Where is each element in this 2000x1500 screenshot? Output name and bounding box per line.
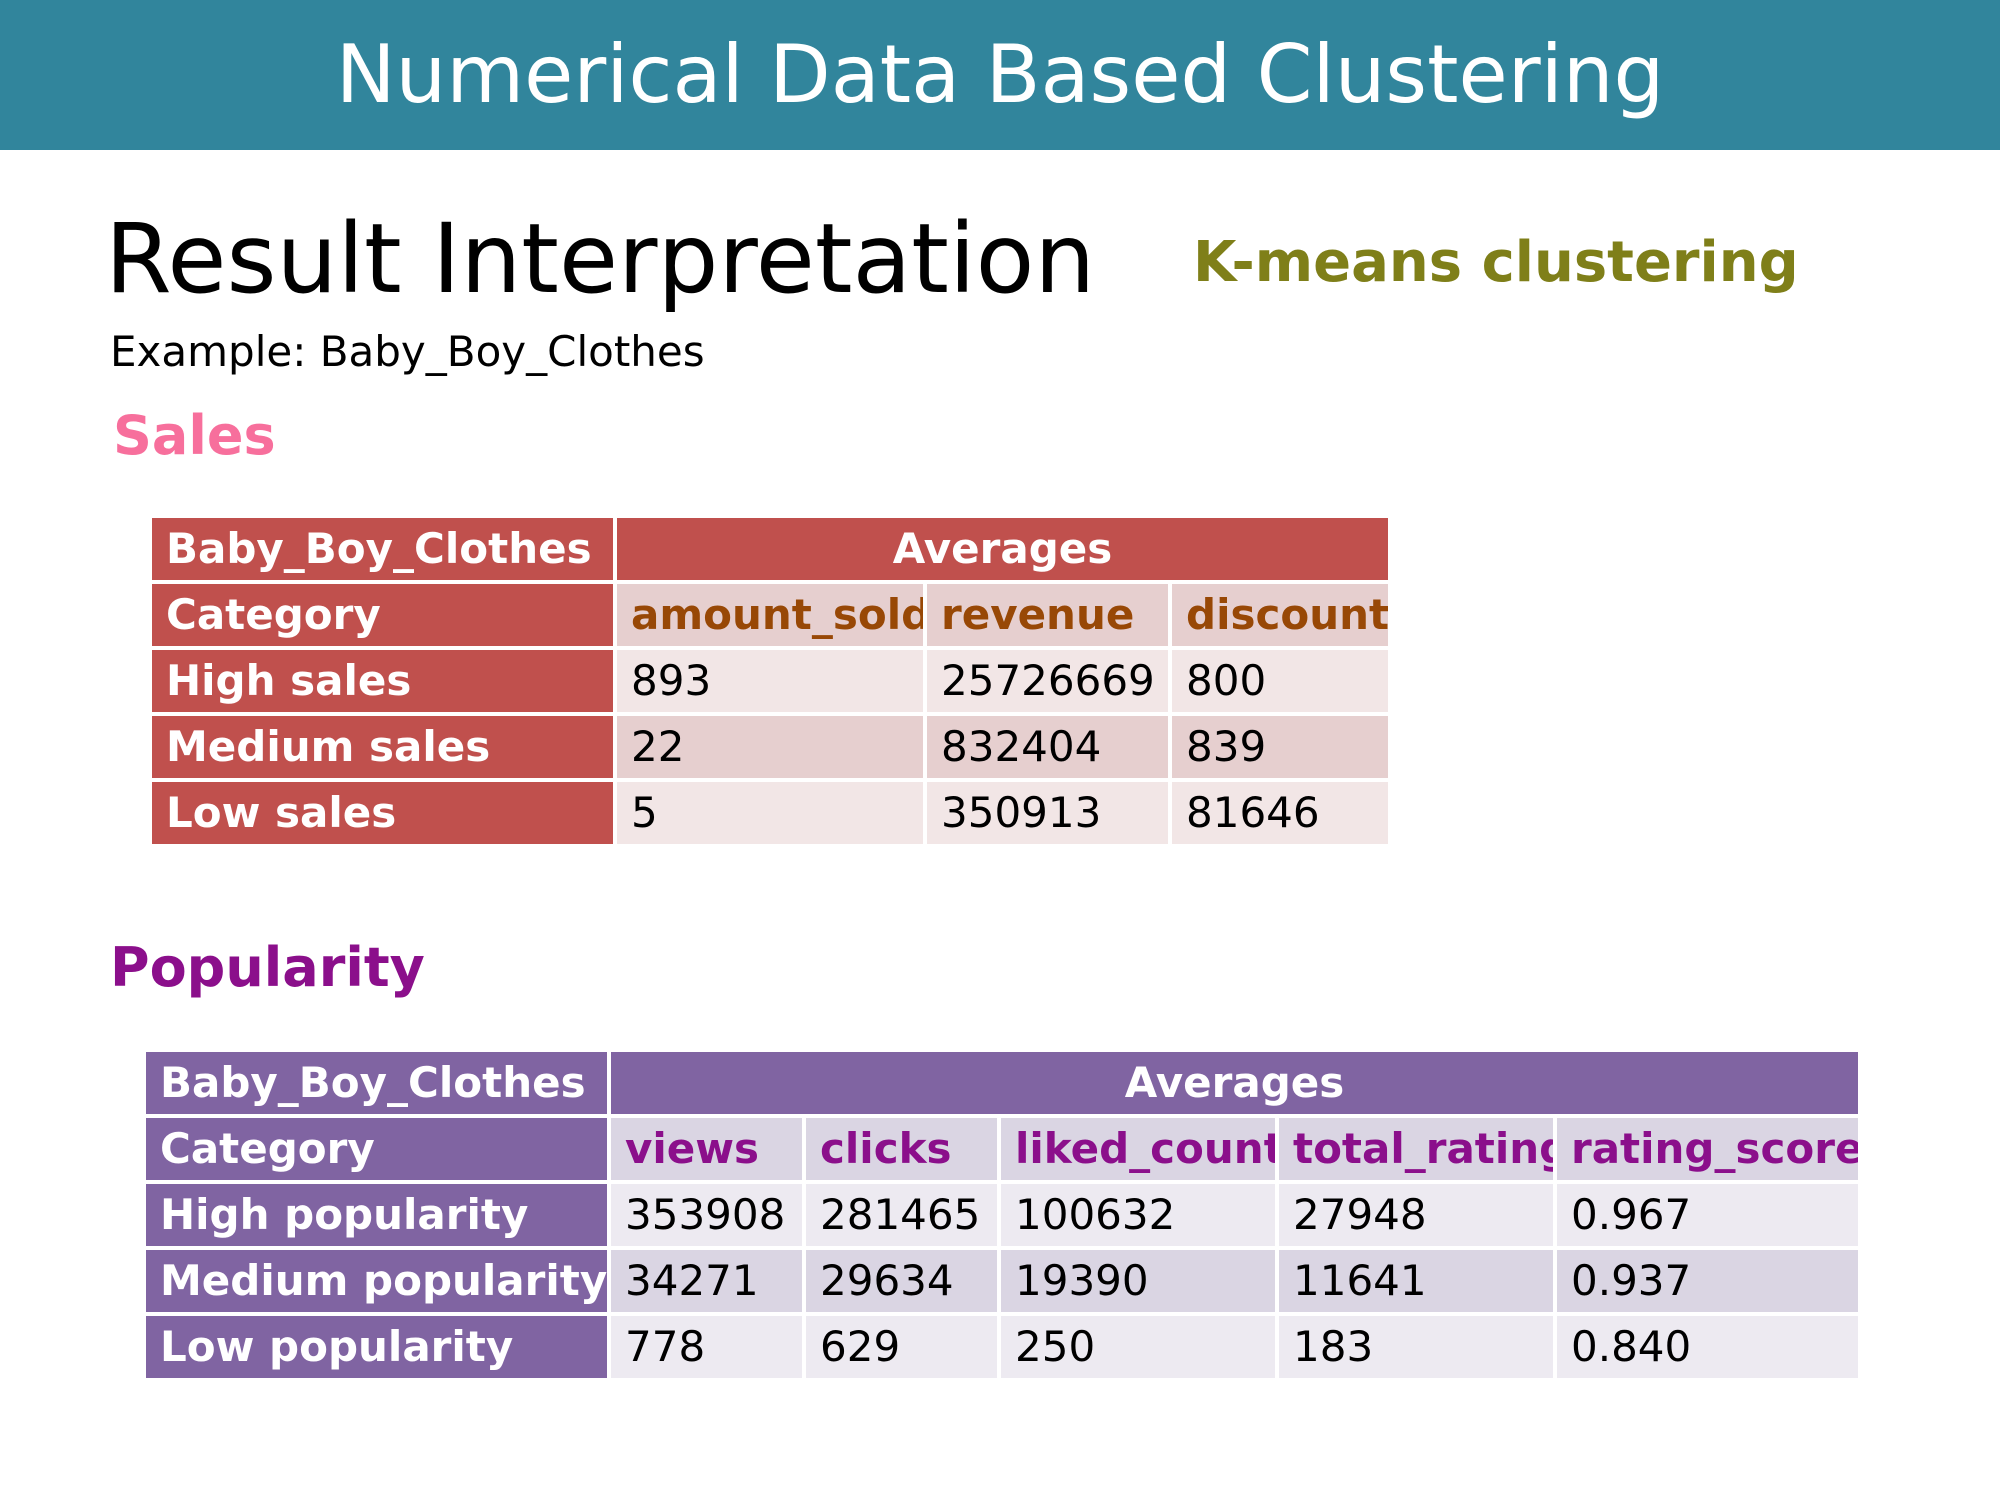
row-label: High popularity: [142, 1180, 611, 1250]
table-cell: 0.840: [1552, 1312, 1863, 1382]
table-corner-cell: Baby_Boy_Clothes: [148, 514, 617, 584]
slide-title: Numerical Data Based Clustering: [335, 28, 1665, 121]
table-cell: 22: [613, 712, 927, 782]
table-cell: 353908: [607, 1180, 806, 1250]
table-cell: 100632: [997, 1180, 1279, 1250]
column-header-total-rating: total_rating: [1275, 1114, 1557, 1184]
table-cell: 778: [607, 1312, 806, 1382]
table-cell: 629: [802, 1312, 1001, 1382]
table-column-row: Category amount_sold revenue discount: [148, 580, 1393, 650]
sales-table: Baby_Boy_Clothes Averages Category amoun…: [148, 514, 1393, 848]
method-label: K-means clustering: [1193, 230, 1799, 295]
popularity-title: Popularity: [110, 936, 425, 999]
column-header-views: views: [607, 1114, 806, 1184]
table-cell: 34271: [607, 1246, 806, 1316]
column-header-rating-score: rating_score: [1552, 1114, 1863, 1184]
table-group-header: Averages: [606, 1048, 1863, 1118]
table-cell: 0.967: [1552, 1180, 1863, 1250]
table-cell: 29634: [802, 1246, 1001, 1316]
table-cell: 183: [1275, 1312, 1557, 1382]
table-cell: 27948: [1275, 1180, 1557, 1250]
table-cell: 350913: [923, 778, 1172, 848]
table-header-row: Baby_Boy_Clothes Averages: [142, 1048, 1863, 1118]
row-label: Low sales: [148, 778, 617, 848]
table-row: Low sales 5 350913 81646: [148, 778, 1393, 848]
table-row: High sales 893 25726669 800: [148, 646, 1393, 716]
table-row: Medium popularity 34271 29634 19390 1164…: [142, 1246, 1863, 1316]
column-header-clicks: clicks: [802, 1114, 1001, 1184]
column-header-revenue: revenue: [923, 580, 1172, 650]
example-caption: Example: Baby_Boy_Clothes: [110, 327, 705, 376]
table-category-header: Category: [142, 1114, 611, 1184]
column-header-amount-sold: amount_sold: [613, 580, 927, 650]
column-header-liked-count: liked_count: [997, 1114, 1279, 1184]
row-label: Low popularity: [142, 1312, 611, 1382]
table-row: Medium sales 22 832404 839: [148, 712, 1393, 782]
sales-title: Sales: [113, 404, 276, 467]
table-row: High popularity 353908 281465 100632 279…: [142, 1180, 1863, 1250]
table-cell: 19390: [997, 1246, 1279, 1316]
table-cell: 832404: [923, 712, 1172, 782]
table-header-row: Baby_Boy_Clothes Averages: [148, 514, 1393, 584]
table-corner-cell: Baby_Boy_Clothes: [142, 1048, 611, 1118]
table-cell: 11641: [1275, 1246, 1557, 1316]
section-heading: Result Interpretation: [105, 203, 1096, 315]
table-group-header: Averages: [612, 514, 1393, 584]
title-banner: [0, 0, 2000, 150]
table-row: Low popularity 778 629 250 183 0.840: [142, 1312, 1863, 1382]
table-cell: 25726669: [923, 646, 1172, 716]
row-label: Medium popularity: [142, 1246, 611, 1316]
table-cell: 5: [613, 778, 927, 848]
table-cell: 0.937: [1552, 1246, 1863, 1316]
table-cell: 250: [997, 1312, 1279, 1382]
table-cell: 81646: [1167, 778, 1393, 848]
table-cell: 893: [613, 646, 927, 716]
table-column-row: Category views clicks liked_count total_…: [142, 1114, 1863, 1184]
row-label: High sales: [148, 646, 617, 716]
table-category-header: Category: [148, 580, 617, 650]
popularity-table: Baby_Boy_Clothes Averages Category views…: [142, 1048, 1863, 1382]
table-cell: 839: [1167, 712, 1393, 782]
table-cell: 281465: [802, 1180, 1001, 1250]
column-header-discount: discount: [1167, 580, 1393, 650]
row-label: Medium sales: [148, 712, 617, 782]
table-cell: 800: [1167, 646, 1393, 716]
